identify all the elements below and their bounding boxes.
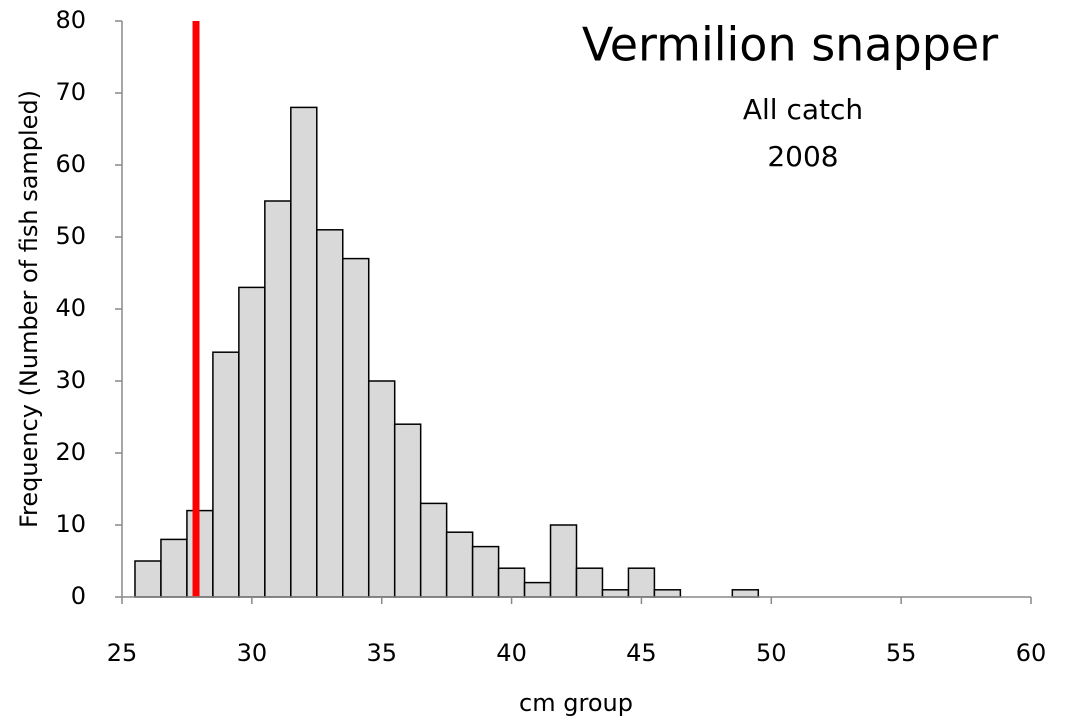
chart-subtitle: All catch — [743, 93, 863, 126]
bar — [367, 380, 396, 598]
x-tick-label: 55 — [886, 639, 917, 667]
bar — [549, 524, 578, 598]
bar — [212, 351, 240, 598]
bar — [134, 560, 162, 598]
bar — [419, 502, 448, 598]
bar — [316, 229, 344, 598]
bar — [393, 423, 422, 598]
y-tick-label: 70 — [55, 78, 86, 106]
bar — [601, 589, 630, 598]
y-axis-label: Frequency (Number of fish sampled) — [15, 90, 43, 528]
x-tick-label: 50 — [756, 639, 787, 667]
chart-title: Vermilion snapper — [582, 18, 998, 72]
bar — [575, 567, 604, 598]
bar — [342, 257, 370, 598]
y-tick-label: 40 — [55, 294, 86, 322]
x-axis-label: cm group — [519, 689, 633, 717]
bar — [471, 545, 500, 598]
bar — [731, 589, 760, 598]
y-tick-label: 80 — [55, 6, 86, 34]
x-tick-label: 60 — [1016, 639, 1047, 667]
y-tick-label: 10 — [55, 510, 86, 538]
bar — [290, 106, 318, 598]
y-tick-label: 0 — [71, 582, 86, 610]
bar — [160, 538, 188, 598]
x-tick-label: 40 — [496, 639, 527, 667]
bar — [186, 509, 214, 598]
y-tick-label: 30 — [55, 366, 86, 394]
bar — [627, 567, 656, 598]
chart-subtitle: 2008 — [767, 140, 838, 173]
bar — [653, 589, 682, 598]
x-tick-label: 30 — [237, 639, 268, 667]
bar — [238, 286, 266, 598]
bar — [497, 567, 526, 598]
x-tick-label: 25 — [107, 639, 138, 667]
x-tick-label: 35 — [366, 639, 397, 667]
y-tick-label: 60 — [55, 150, 86, 178]
y-tick-label: 20 — [55, 438, 86, 466]
x-tick-label: 45 — [626, 639, 657, 667]
y-tick-label: 50 — [55, 222, 86, 250]
bar — [264, 200, 292, 598]
bar — [445, 531, 474, 598]
bar — [523, 581, 552, 598]
